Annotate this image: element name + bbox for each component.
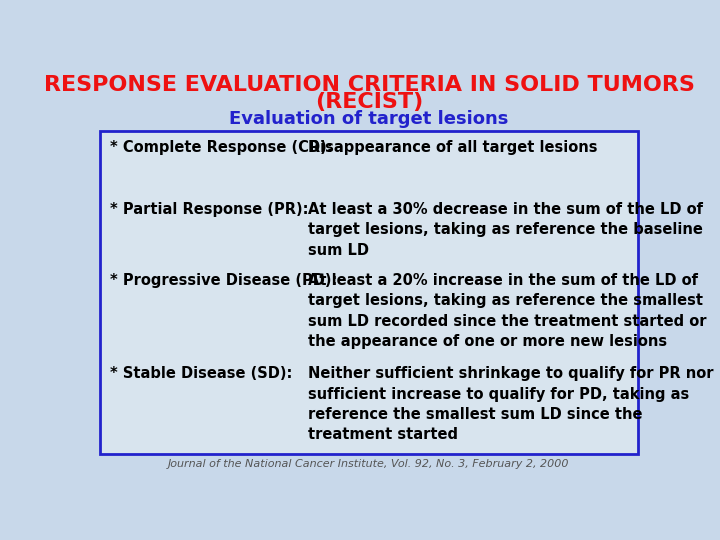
FancyBboxPatch shape xyxy=(100,131,638,454)
Text: (RECIST): (RECIST) xyxy=(315,92,423,112)
Text: * Complete Response (CR):: * Complete Response (CR): xyxy=(109,140,332,154)
Text: At least a 30% decrease in the sum of the LD of
target lesions, taking as refere: At least a 30% decrease in the sum of th… xyxy=(307,202,703,258)
Text: Neither sufficient shrinkage to qualify for PR nor
sufficient increase to qualif: Neither sufficient shrinkage to qualify … xyxy=(307,366,713,442)
Text: RESPONSE EVALUATION CRITERIA IN SOLID TUMORS: RESPONSE EVALUATION CRITERIA IN SOLID TU… xyxy=(44,75,694,95)
Text: At least a 20% increase in the sum of the LD of
target lesions, taking as refere: At least a 20% increase in the sum of th… xyxy=(307,273,706,349)
Text: * Stable Disease (SD):: * Stable Disease (SD): xyxy=(109,366,292,381)
Text: Evaluation of target lesions: Evaluation of target lesions xyxy=(229,110,509,127)
Text: * Progressive Disease (PD):: * Progressive Disease (PD): xyxy=(109,273,337,288)
Text: Disappearance of all target lesions: Disappearance of all target lesions xyxy=(307,140,597,154)
Text: Journal of the National Cancer Institute, Vol. 92, No. 3, February 2, 2000: Journal of the National Cancer Institute… xyxy=(168,459,570,469)
Text: * Partial Response (PR):: * Partial Response (PR): xyxy=(109,202,308,217)
